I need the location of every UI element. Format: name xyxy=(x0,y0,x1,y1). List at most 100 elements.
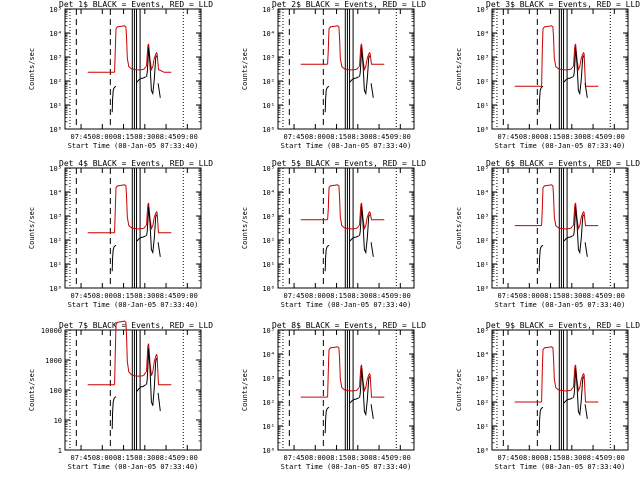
y-tick-label: 10⁵ xyxy=(476,327,489,335)
y-tick-label: 10⁰ xyxy=(49,126,62,134)
series-line-events xyxy=(146,348,158,406)
series-line-events xyxy=(538,244,544,272)
plot-frame xyxy=(64,167,202,289)
series-line-lld xyxy=(146,343,172,386)
plot-frame xyxy=(491,8,629,130)
series-line-lld xyxy=(573,43,599,87)
x-axis-label: Start Time (08-Jan-05 07:33:40) xyxy=(281,463,412,471)
series-line-lld xyxy=(573,202,599,231)
detector-panel-1: Det 1$ BLACK = Events, RED = LLD 10⁰ 10¹ 10… xyxy=(28,0,213,150)
y-tick-label: 10⁴ xyxy=(262,189,275,197)
x-axis-label: Start Time (08-Jan-05 07:33:40) xyxy=(68,301,199,309)
series-line-events xyxy=(111,244,117,272)
x-tick-label: 08:00 xyxy=(519,133,540,141)
series-line-events xyxy=(584,404,588,419)
x-tick-label: 08:00 xyxy=(305,292,326,300)
panel-title: Det 4$ BLACK = Events, RED = LLD xyxy=(59,159,213,168)
x-tick-label: 08:15 xyxy=(113,292,134,300)
series-line-lld xyxy=(327,184,360,230)
x-tick-label: 08:45 xyxy=(369,133,390,141)
y-tick-label: 100 xyxy=(49,387,62,395)
y-tick-label: 10⁰ xyxy=(262,447,275,455)
series-line-events xyxy=(584,83,588,98)
series-line-events xyxy=(136,76,147,83)
y-axis-label: Counts/sec xyxy=(28,207,36,249)
y-axis-label: Counts/sec xyxy=(455,48,463,90)
y-tick-label: 1 xyxy=(58,447,62,455)
series-line-events xyxy=(136,235,147,242)
series-line-lld xyxy=(541,25,574,87)
y-axis-label: Counts/sec xyxy=(455,207,463,249)
x-tick-label: 09:00 xyxy=(390,454,411,462)
x-tick-label: 08:30 xyxy=(134,454,155,462)
detector-panel-7: Det 7$ BLACK = Events, RED = LLD 1 10 100 10… xyxy=(28,320,213,471)
series-line-events xyxy=(573,368,585,417)
series-line-events xyxy=(349,235,360,242)
series-line-events xyxy=(111,85,117,113)
x-tick-label: 08:15 xyxy=(540,454,561,462)
detector-panel-5: Det 5$ BLACK = Events, RED = LLD 10⁰ 10¹ 10… xyxy=(241,159,426,309)
y-tick-label: 10² xyxy=(262,78,275,86)
series-line-events xyxy=(538,85,544,113)
y-tick-label: 10³ xyxy=(49,213,62,221)
y-tick-label: 10⁰ xyxy=(262,126,275,134)
plot-frame xyxy=(277,167,415,289)
detector-panel-8: Det 8$ BLACK = Events, RED = LLD 10⁰ 10¹ 10… xyxy=(241,321,426,471)
series-line-events xyxy=(157,83,161,98)
x-tick-label: 09:00 xyxy=(390,292,411,300)
x-tick-label: 08:30 xyxy=(134,133,155,141)
panel-title: Det 6$ BLACK = Events, RED = LLD xyxy=(486,159,640,168)
y-tick-label: 10⁴ xyxy=(262,351,275,359)
series-line-lld xyxy=(359,43,385,72)
panel-title: Det 9$ BLACK = Events, RED = LLD xyxy=(486,321,640,330)
x-tick-label: 08:30 xyxy=(347,454,368,462)
x-tick-label: 08:00 xyxy=(519,292,540,300)
x-tick-label: 08:00 xyxy=(92,292,113,300)
panel-title: Det 7$ BLACK = Events, RED = LLD xyxy=(59,321,213,330)
y-tick-label: 10⁰ xyxy=(476,285,489,293)
x-tick-label: 09:00 xyxy=(604,133,625,141)
y-tick-label: 10⁰ xyxy=(49,285,62,293)
plot-frame xyxy=(64,8,202,130)
series-line-events xyxy=(111,396,117,430)
y-axis-label: Counts/sec xyxy=(241,369,249,411)
series-line-events xyxy=(324,406,330,434)
y-tick-label: 10⁵ xyxy=(49,6,62,14)
x-tick-label: 08:00 xyxy=(92,454,113,462)
y-tick-label: 10⁴ xyxy=(262,30,275,38)
detector-panel-9: Det 9$ BLACK = Events, RED = LLD 10⁰ 10¹ 10… xyxy=(455,321,640,471)
y-tick-label: 10² xyxy=(476,399,489,407)
y-tick-label: 10² xyxy=(49,237,62,245)
x-tick-label: 09:00 xyxy=(177,454,198,462)
y-tick-label: 10¹ xyxy=(49,102,62,110)
x-tick-label: 07:45 xyxy=(284,292,305,300)
y-tick-label: 10² xyxy=(262,237,275,245)
x-tick-label: 08:00 xyxy=(305,454,326,462)
x-tick-label: 08:15 xyxy=(113,133,134,141)
y-tick-label: 10³ xyxy=(262,213,275,221)
series-line-lld xyxy=(573,364,599,403)
series-line-events xyxy=(349,76,360,83)
x-tick-label: 07:45 xyxy=(498,292,519,300)
x-tick-label: 07:45 xyxy=(284,133,305,141)
y-tick-label: 10¹ xyxy=(476,102,489,110)
y-tick-label: 10¹ xyxy=(476,261,489,269)
x-tick-label: 08:45 xyxy=(583,133,604,141)
y-tick-label: 10⁵ xyxy=(262,6,275,14)
series-line-events xyxy=(146,47,158,96)
series-line-lld xyxy=(359,364,385,398)
x-axis-label: Start Time (08-Jan-05 07:33:40) xyxy=(281,301,412,309)
detector-panel-3: Det 3$ BLACK = Events, RED = LLD 10⁰ 10¹ 10… xyxy=(455,0,640,150)
x-tick-label: 08:00 xyxy=(305,133,326,141)
y-axis-label: Counts/sec xyxy=(241,48,249,90)
plot-frame xyxy=(491,167,629,289)
series-line-events xyxy=(573,206,585,255)
panel-title: Det 3$ BLACK = Events, RED = LLD xyxy=(486,0,640,9)
series-line-lld xyxy=(541,184,574,230)
detector-panel-4: Det 4$ BLACK = Events, RED = LLD 10⁰ 10¹ 10… xyxy=(28,159,213,309)
y-tick-label: 10⁵ xyxy=(262,327,275,335)
plot-frame xyxy=(277,8,415,130)
x-tick-label: 08:15 xyxy=(113,454,134,462)
y-tick-label: 10³ xyxy=(476,375,489,383)
